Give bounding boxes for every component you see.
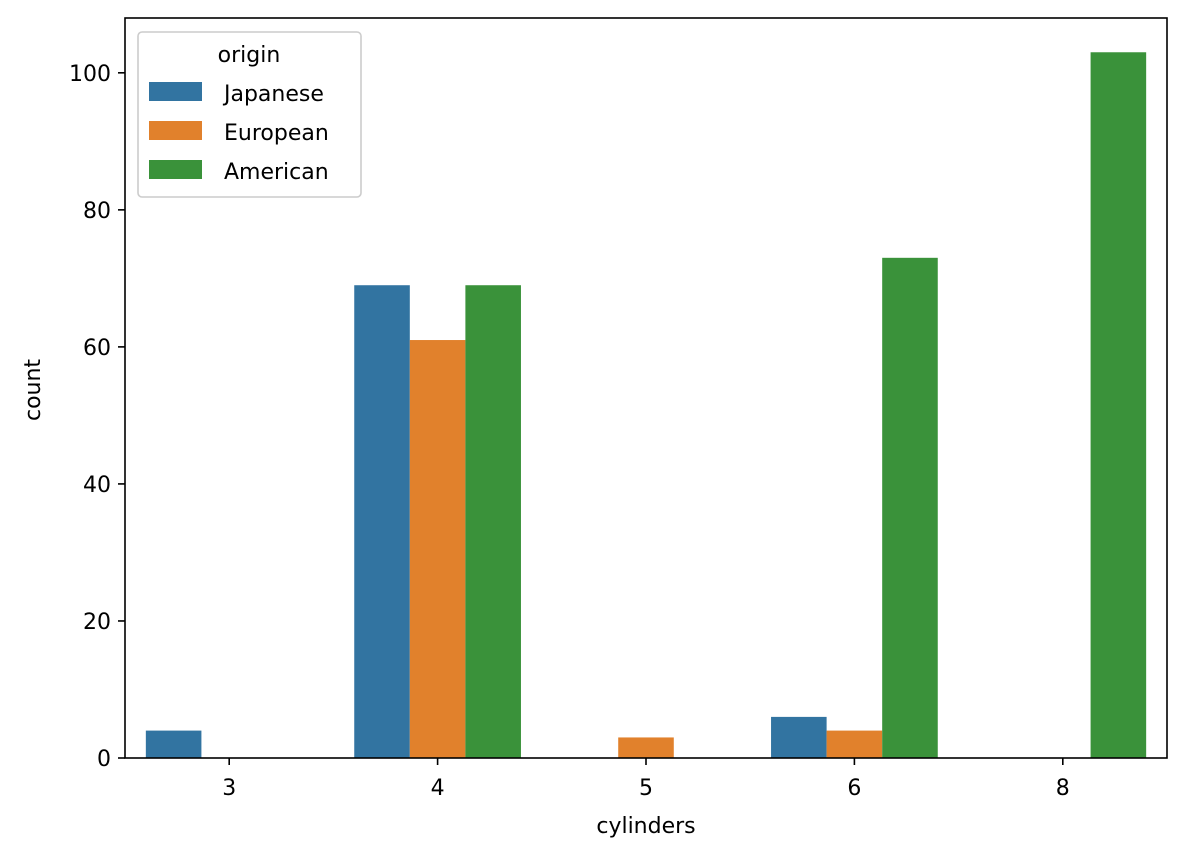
legend-title: origin (218, 43, 281, 68)
y-axis: 0 20 40 60 80 100 (69, 62, 125, 772)
y-tick-label: 40 (83, 473, 111, 498)
x-axis-label: cylinders (596, 814, 695, 839)
legend-swatch-american (149, 160, 202, 179)
legend-items: Japanese European American (149, 82, 329, 185)
bar-japanese-6 (771, 716, 827, 758)
bar-japanese-4 (354, 285, 410, 758)
y-tick-label: 80 (83, 199, 111, 224)
legend: origin Japanese European American (137, 31, 362, 198)
bar-european-4 (409, 340, 466, 758)
bar-japanese-3 (145, 730, 202, 758)
bar-european-5 (618, 737, 674, 758)
legend-label-japanese: Japanese (222, 82, 324, 107)
x-tick-label: 3 (222, 776, 236, 801)
legend-swatch-european (149, 121, 202, 140)
x-tick-label: 4 (431, 776, 445, 801)
legend-swatch-japanese (149, 82, 202, 101)
bars-group (145, 52, 1147, 758)
bar-american-6 (882, 257, 938, 758)
legend-box (137, 31, 362, 198)
legend-label-european: European (224, 121, 329, 146)
legend-label-american: American (224, 160, 329, 185)
bar-american-4 (465, 285, 521, 758)
y-tick-label: 0 (97, 747, 111, 772)
y-tick-label: 60 (83, 336, 111, 361)
y-tick-label: 100 (69, 62, 111, 87)
bar-european-6 (826, 730, 883, 758)
bar-american-8 (1090, 52, 1147, 758)
x-tick-label: 5 (639, 776, 653, 801)
y-tick-label: 20 (83, 610, 111, 635)
x-axis: 3 4 5 6 8 (222, 758, 1070, 801)
y-axis-label: count (21, 359, 46, 421)
x-tick-label: 8 (1056, 776, 1070, 801)
x-tick-label: 6 (847, 776, 861, 801)
